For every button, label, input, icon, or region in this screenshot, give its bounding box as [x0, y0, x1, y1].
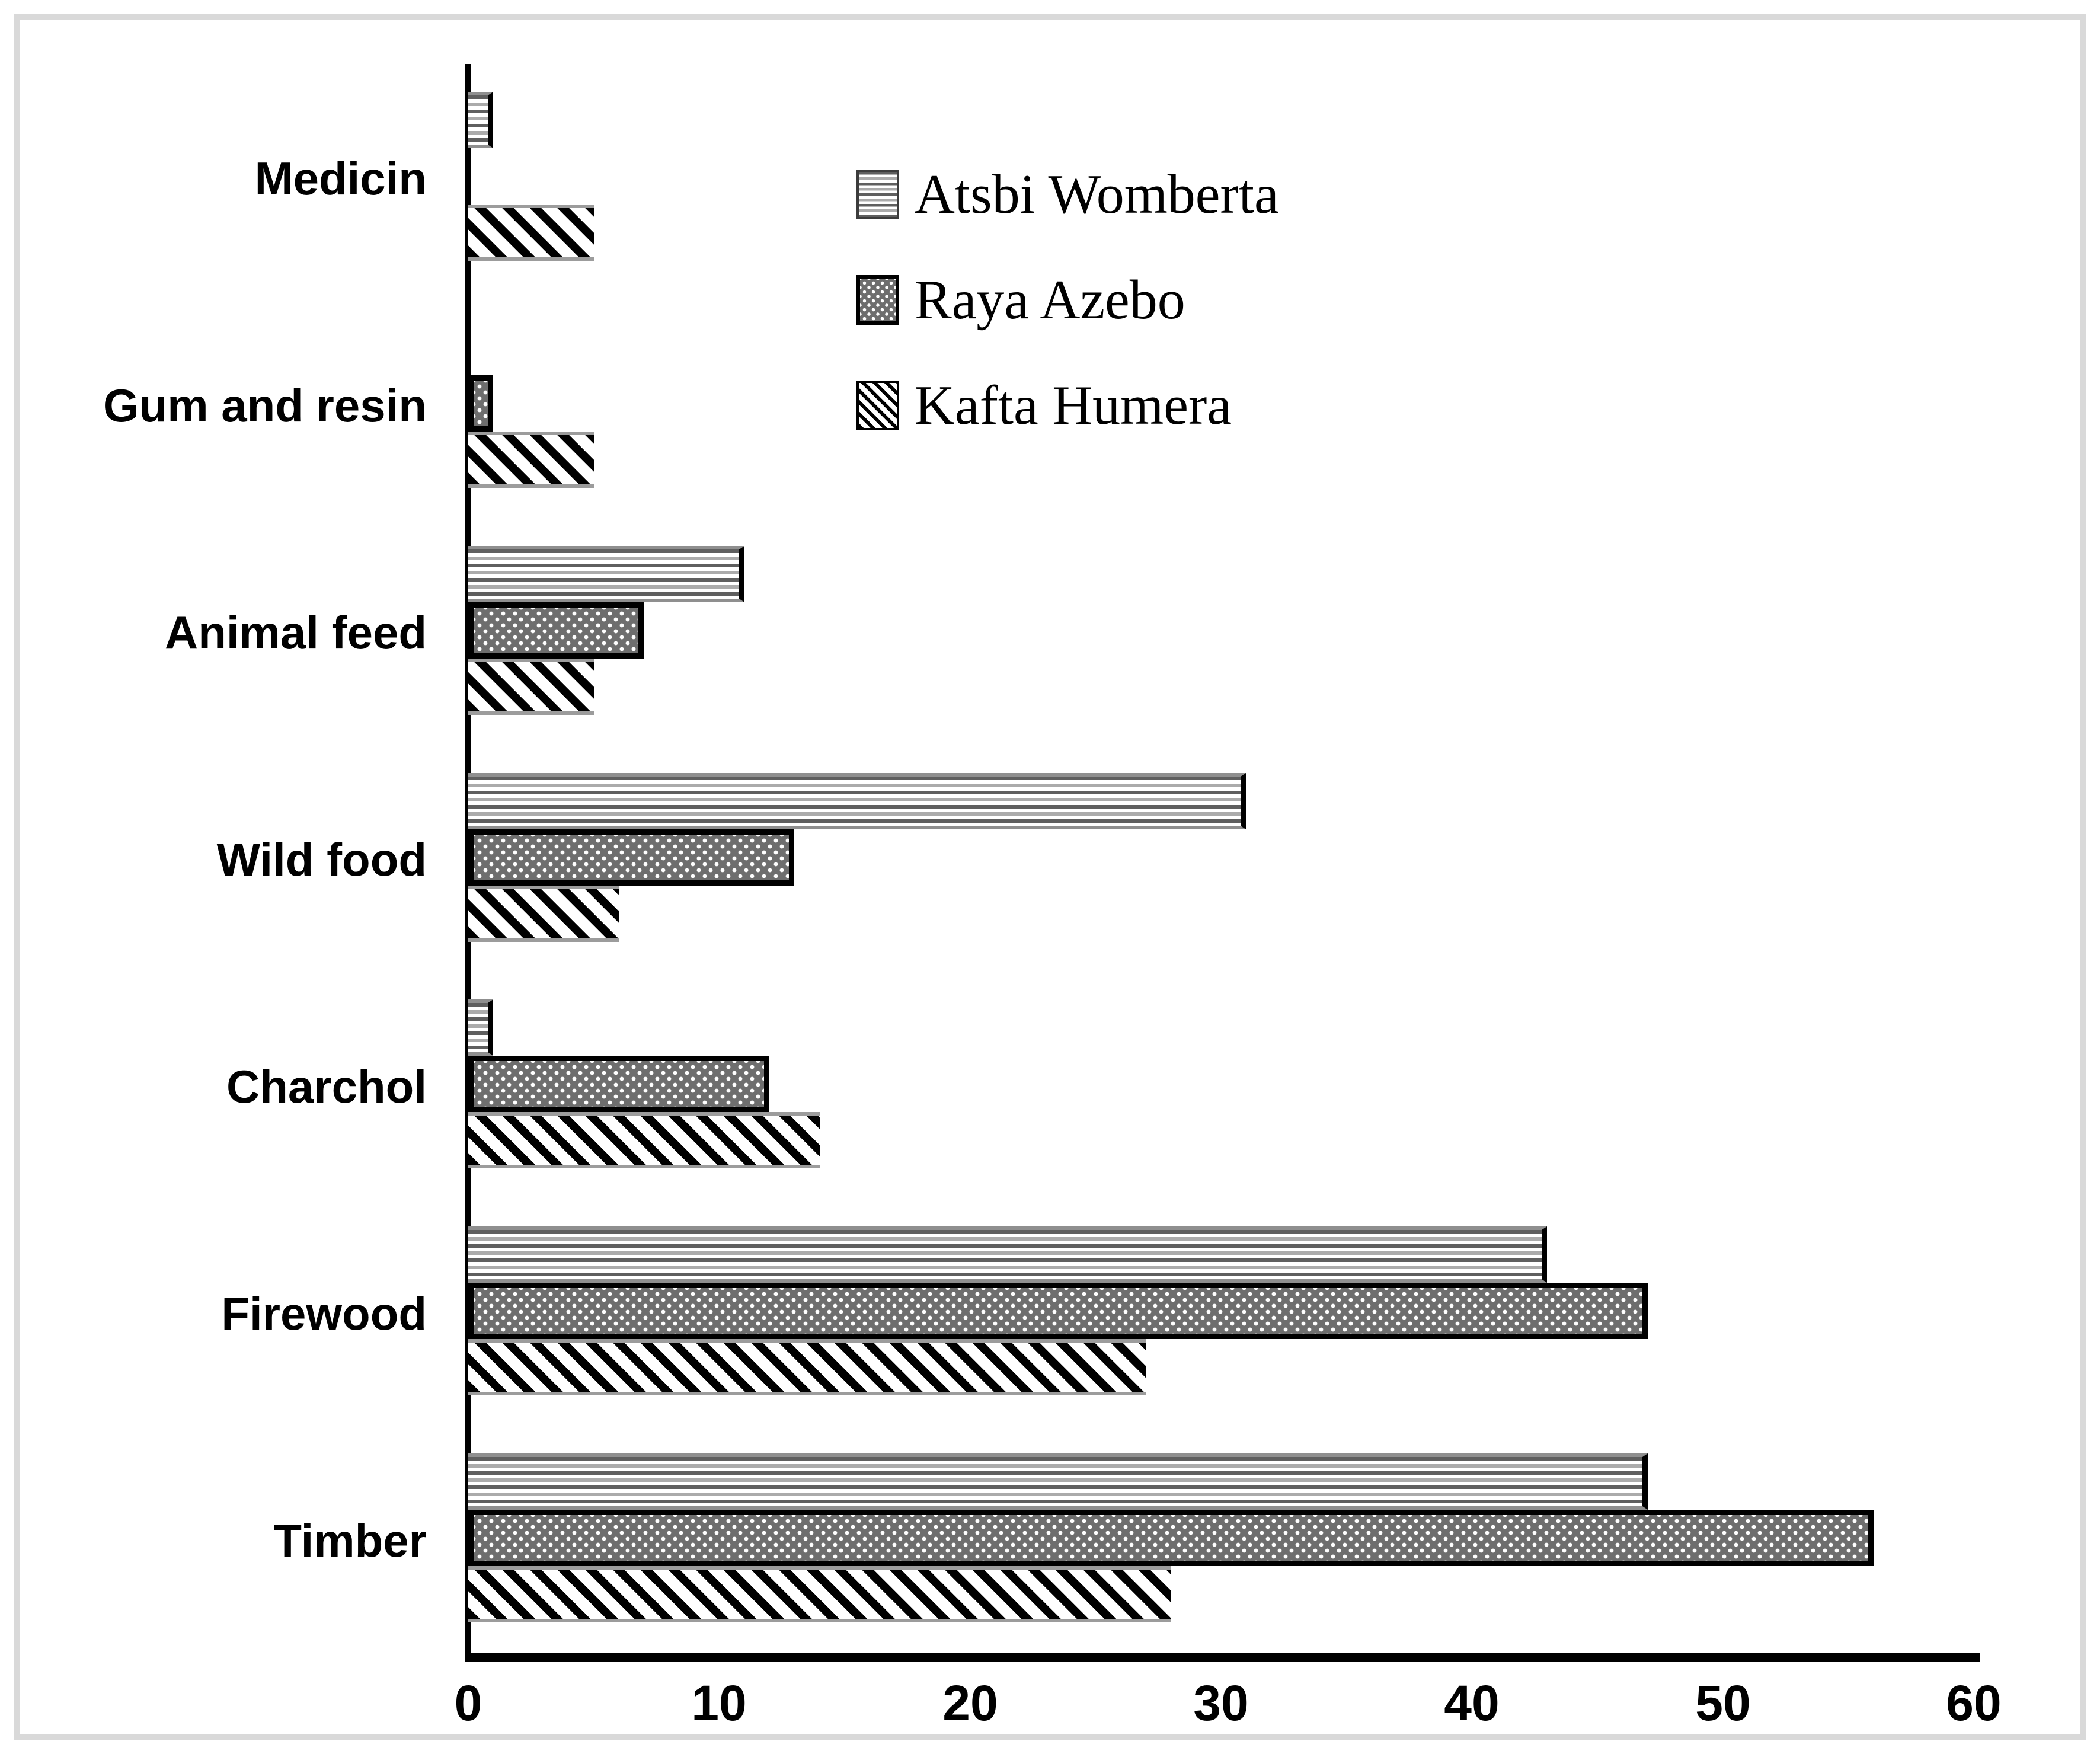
x-tick-label-50: 50 [1695, 1675, 1751, 1731]
legend-item-kafta-humera: Kafta Humera [856, 370, 1279, 441]
x-tick-label-40: 40 [1444, 1675, 1500, 1731]
category-label-timber: Timber [273, 1514, 427, 1567]
category-label-charchol: Charchol [226, 1060, 427, 1113]
x-tick-label-10: 10 [691, 1675, 747, 1731]
category-label-medicin: Medicin [254, 152, 427, 205]
bar-raya-azebo-gum-and-resin [468, 375, 493, 432]
legend: Atsbi Womberta Raya Azebo Kafta Humera [856, 159, 1279, 475]
bar-atsbi-womberta-charchol [468, 999, 493, 1056]
x-tick-label-60: 60 [1946, 1675, 2002, 1731]
legend-label-atsbi-womberta: Atsbi Womberta [915, 164, 1279, 225]
legend-swatch-horizontal-stripes-icon [856, 170, 899, 219]
legend-label-kafta-humera: Kafta Humera [915, 375, 1232, 436]
x-tick-label-30: 30 [1193, 1675, 1249, 1731]
bar-kafta-humera-charchol [468, 1112, 820, 1169]
bar-raya-azebo-charchol [468, 1056, 769, 1113]
category-label-firewood: Firewood [221, 1287, 427, 1340]
bar-kafta-humera-firewood [468, 1339, 1146, 1396]
bar-atsbi-womberta-firewood [468, 1226, 1547, 1283]
legend-item-raya-azebo: Raya Azebo [856, 264, 1279, 336]
bar-kafta-humera-gum-and-resin [468, 431, 594, 488]
category-label-gum-and-resin: Gum and resin [103, 379, 427, 432]
bar-raya-azebo-firewood [468, 1283, 1648, 1340]
category-label-wild-food: Wild food [216, 833, 427, 886]
bar-raya-azebo-wild-food [468, 829, 794, 886]
x-axis-line [465, 1653, 1980, 1662]
legend-label-raya-azebo: Raya Azebo [915, 269, 1185, 331]
bar-atsbi-womberta-animal-feed [468, 545, 744, 602]
x-tick-label-20: 20 [942, 1675, 998, 1731]
bar-raya-azebo-animal-feed [468, 602, 644, 659]
legend-swatch-white-dots-on-dark-gray-icon [856, 275, 899, 325]
bar-kafta-humera-medicin [468, 205, 594, 261]
bar-atsbi-womberta-wild-food [468, 772, 1246, 829]
category-label-animal-feed: Animal feed [164, 606, 427, 659]
legend-item-atsbi-womberta: Atsbi Womberta [856, 159, 1279, 230]
bar-atsbi-womberta-timber [468, 1453, 1648, 1510]
x-tick-label-0: 0 [454, 1675, 482, 1731]
legend-swatch-black-diagonal-stripes-icon [856, 381, 899, 430]
bar-kafta-humera-animal-feed [468, 658, 594, 715]
bar-atsbi-womberta-medicin [468, 92, 493, 148]
bar-kafta-humera-timber [468, 1566, 1171, 1623]
bar-raya-azebo-timber [468, 1510, 1874, 1567]
bar-kafta-humera-wild-food [468, 885, 619, 942]
